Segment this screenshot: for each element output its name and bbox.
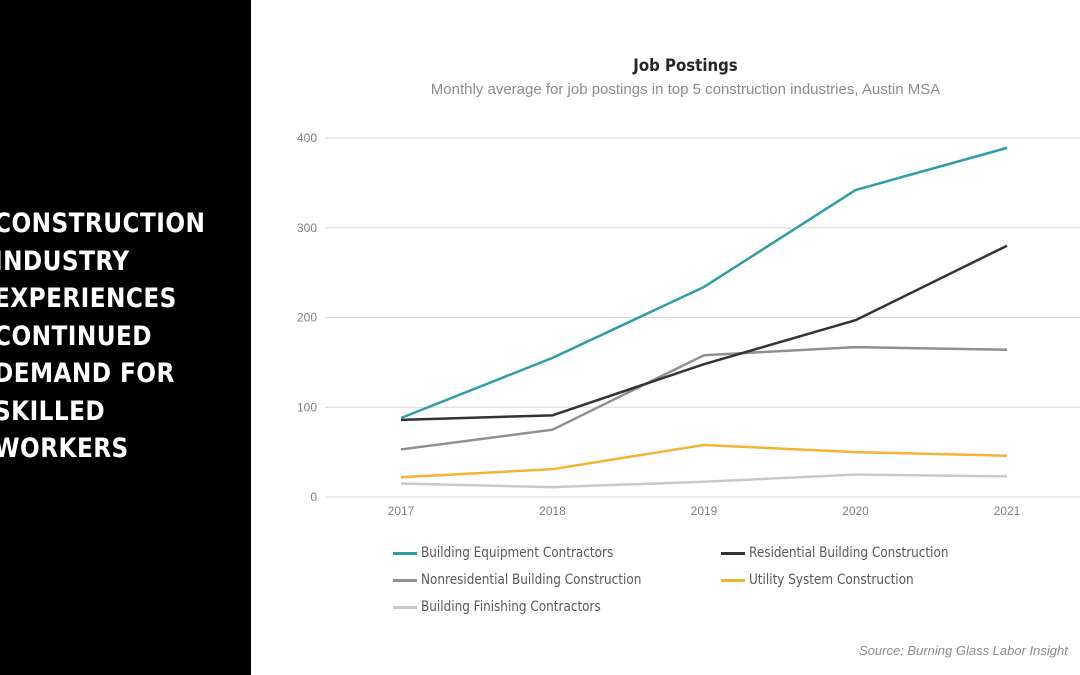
headline-line: EXPERIENCES — [0, 283, 177, 314]
y-tick-label: 400 — [297, 131, 317, 145]
legend-label: Nonresidential Building Construction — [421, 572, 642, 588]
x-tick-label: 2021 — [994, 504, 1021, 518]
legend-swatch — [393, 605, 417, 609]
legend-item: Residential Building Construction — [721, 543, 981, 563]
chart-title: Job Postings — [633, 56, 738, 76]
legend-swatch — [721, 551, 745, 555]
line-chart: 0 100 200 300 400 2017 2018 2019 2020 2021 — [297, 131, 1080, 518]
legend-item: Utility System Construction — [721, 570, 940, 590]
headline-line: INDUSTRY — [0, 245, 130, 277]
source-note: Source: Burning Glass Labor Insight — [859, 643, 1068, 658]
series-line — [400, 244, 1008, 422]
chart-legend: Building Equipment Contractors Residentia… — [251, 0, 1080, 675]
legend-label: Building Equipment Contractors — [421, 545, 614, 561]
chart-area: Job Postings Monthly average for job pos… — [251, 0, 1080, 675]
headline-line: CONSTRUCTION — [0, 208, 206, 239]
legend-swatch — [721, 578, 745, 582]
series-line — [400, 473, 1008, 489]
headline-line: CONTINUED — [0, 320, 152, 352]
series-line — [400, 146, 1008, 420]
legend-swatch — [393, 551, 417, 555]
headline-line: DEMAND FOR — [0, 358, 175, 389]
legend-label: Residential Building Construction — [749, 545, 949, 561]
left-title-panel: CONSTRUCTION INDUSTRY EXPERIENCES CONTIN… — [0, 0, 251, 675]
legend-item: Building Finishing Contractors — [393, 597, 630, 617]
legend-label: Building Finishing Contractors — [421, 599, 601, 615]
x-tick-label: 2019 — [691, 504, 718, 518]
y-tick-label: 200 — [297, 311, 317, 325]
y-tick-label: 300 — [297, 221, 317, 235]
y-tick-label: 0 — [310, 490, 317, 504]
chart-subtitle: Monthly average for job postings in top … — [430, 81, 941, 98]
legend-item: Building Equipment Contractors — [393, 543, 645, 563]
x-tick-label: 2018 — [539, 504, 566, 518]
y-tick-label: 100 — [297, 400, 317, 414]
legend-label: Utility System Construction — [749, 572, 914, 588]
headline-line: SKILLED — [0, 395, 106, 427]
legend-swatch — [393, 578, 417, 582]
series-line — [400, 345, 1008, 451]
headline-line: WORKERS — [0, 433, 129, 464]
x-tick-label: 2020 — [842, 504, 869, 518]
headline: CONSTRUCTION INDUSTRY EXPERIENCES CONTIN… — [0, 205, 218, 468]
series-line — [400, 443, 1008, 479]
legend-item: Nonresidential Building Construction — [393, 570, 677, 590]
x-tick-label: 2017 — [388, 504, 415, 518]
